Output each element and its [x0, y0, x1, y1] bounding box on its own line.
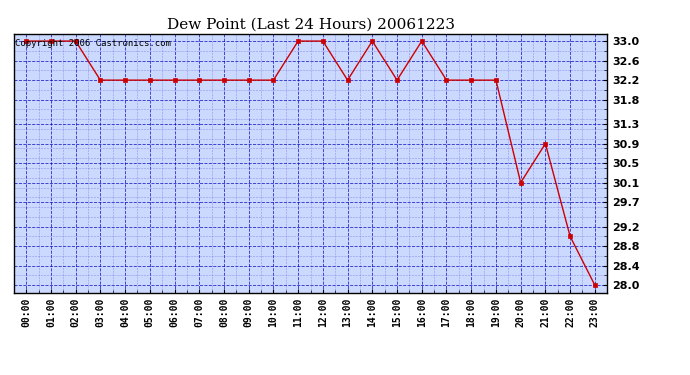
Title: Dew Point (Last 24 Hours) 20061223: Dew Point (Last 24 Hours) 20061223 — [166, 17, 455, 31]
Text: Copyright 2006 Castronics.com: Copyright 2006 Castronics.com — [15, 39, 171, 48]
